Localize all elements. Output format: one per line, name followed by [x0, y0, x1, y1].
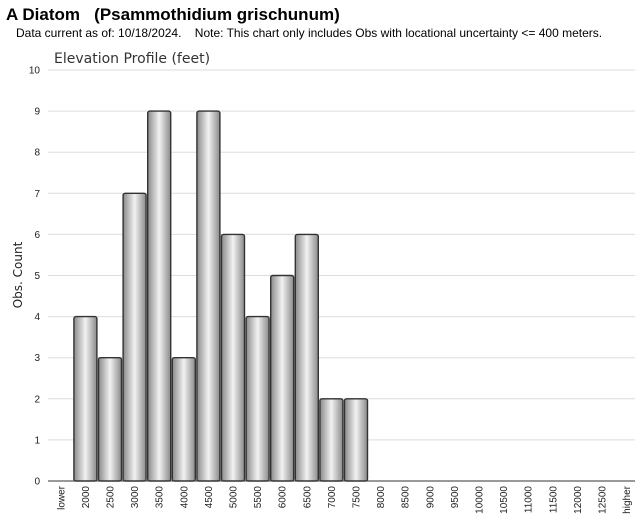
bar-5000: [220, 233, 246, 482]
x-tick-label: 4500: [204, 486, 215, 509]
bar-7000: [319, 398, 344, 482]
y-tick-label: 8: [34, 148, 40, 159]
y-tick-label: 7: [34, 189, 40, 200]
bar-6000: [270, 274, 295, 482]
x-tick-label: 12000: [573, 486, 584, 514]
x-tick-label: 5000: [229, 486, 240, 509]
y-tick-label: 2: [34, 394, 40, 405]
x-tick-label: 6000: [278, 486, 289, 509]
y-tick-label: 9: [34, 107, 40, 118]
x-tick-label: higher: [622, 485, 633, 513]
x-tick-label: 7500: [352, 486, 363, 509]
chart-header-title: A Diatom (Psammothidium grischunum): [6, 5, 340, 24]
x-tick-label: 6500: [302, 486, 313, 509]
x-tick-label: lower: [56, 485, 67, 510]
bar-4000: [171, 357, 197, 482]
bar-6500: [294, 233, 319, 482]
y-tick-label: 10: [29, 66, 41, 77]
x-tick-label: 4000: [179, 486, 190, 509]
y-axis-ticks: 0 1 2 3 4 5 6 7 8 9 10: [29, 66, 41, 488]
y-tick-label: 6: [34, 230, 40, 241]
x-tick-label: 8000: [376, 486, 387, 509]
y-tick-label: 5: [34, 271, 40, 282]
bar-5500: [245, 315, 270, 482]
x-tick-label: 9500: [450, 486, 461, 509]
x-tick-label: 10000: [475, 486, 486, 514]
x-tick-label: 3500: [155, 486, 166, 509]
x-tick-label: 2500: [106, 486, 117, 509]
bar-3500: [146, 110, 172, 482]
y-tick-label: 0: [34, 477, 40, 488]
chart-title: Elevation Profile (feet): [54, 51, 210, 67]
x-tick-label: 5500: [253, 486, 264, 509]
x-tick-label: 7000: [327, 486, 338, 509]
bar-2000: [73, 315, 98, 482]
y-tick-label: 3: [34, 353, 40, 364]
x-tick-label: 11500: [548, 486, 559, 514]
y-axis-label: Obs. Count: [11, 241, 25, 308]
y-tick-label: 1: [34, 435, 40, 446]
x-tick-label: 9000: [425, 486, 436, 509]
x-tick-label: 3000: [130, 486, 141, 509]
x-tick-label: 12500: [598, 486, 609, 514]
chart-header-note: Data current as of: 10/18/2024. Note: Th…: [16, 26, 603, 40]
bar-3000: [122, 192, 147, 482]
x-tick-label: 2000: [81, 486, 92, 509]
x-axis-ticks: lower 2000 2500 3000 3500 4000 4500 5000 5500 600…: [56, 485, 633, 513]
bars: [73, 110, 369, 482]
bar-7500: [343, 398, 369, 482]
x-tick-label: 8500: [401, 486, 412, 509]
y-tick-label: 4: [34, 312, 40, 323]
x-tick-label: 11000: [524, 486, 535, 514]
bar-4500: [196, 110, 221, 482]
x-tick-label: 10500: [499, 486, 510, 514]
bar-2500: [97, 357, 123, 482]
